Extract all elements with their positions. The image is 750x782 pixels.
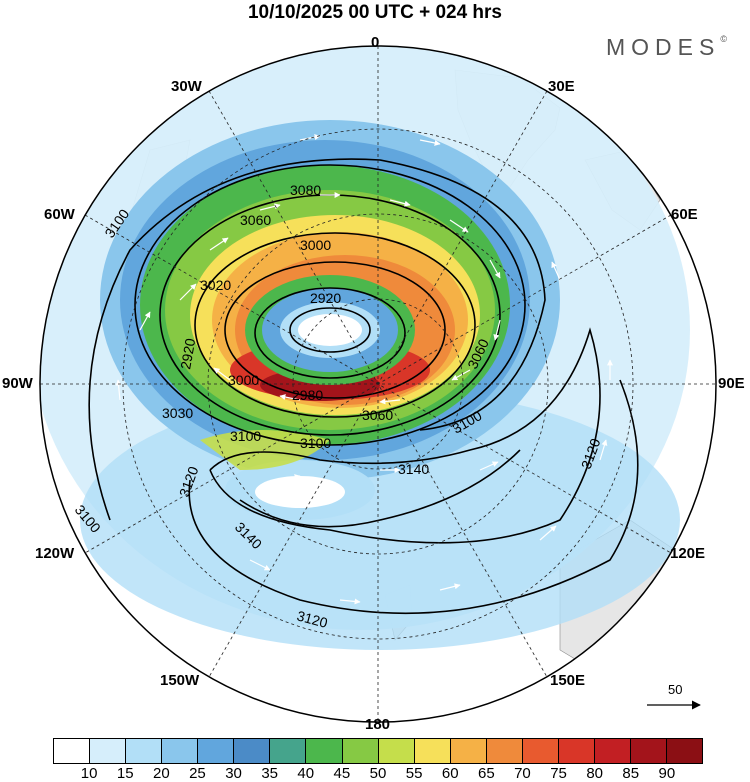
colorbar-tick-label: 80 bbox=[586, 765, 603, 782]
colorbar-swatch bbox=[594, 739, 631, 763]
modes-logo: MODES© bbox=[606, 34, 727, 61]
colorbar-swatch bbox=[270, 739, 307, 763]
colorbar-tick-label: 15 bbox=[116, 765, 134, 782]
contour-label: 2920 bbox=[310, 290, 341, 306]
contour-label: 3000 bbox=[300, 237, 331, 253]
colorbar-swatch bbox=[90, 739, 127, 763]
lon-label-150e: 150E bbox=[550, 672, 586, 689]
brand-mark: © bbox=[720, 34, 727, 44]
colorbar-swatch bbox=[162, 739, 199, 763]
field-layer bbox=[40, 46, 716, 722]
colorbar-tick-label: 85 bbox=[622, 765, 640, 782]
contour-label: 3000 bbox=[228, 372, 259, 388]
colorbar-swatch bbox=[198, 739, 235, 763]
colorbar-swatch bbox=[631, 739, 668, 763]
colorbar-tick-label: 20 bbox=[152, 765, 170, 782]
colorbar-swatch bbox=[522, 739, 559, 763]
colorbar-swatch bbox=[414, 739, 451, 763]
colorbar-tick-label: 40 bbox=[297, 765, 315, 782]
contour-label: 3100 bbox=[230, 428, 261, 444]
colorbar-swatch bbox=[306, 739, 343, 763]
lon-label-0: 0 bbox=[371, 34, 380, 51]
lon-label-150w: 150W bbox=[160, 672, 200, 689]
graticule bbox=[40, 46, 716, 722]
colorbar bbox=[53, 738, 703, 764]
brand-name: MODES bbox=[606, 34, 721, 60]
lon-label-30e: 30E bbox=[548, 78, 575, 95]
colorbar-tick-label: 25 bbox=[189, 765, 206, 782]
map-title: 10/10/2025 00 UTC + 024 hrs bbox=[247, 2, 503, 23]
wind-vectors bbox=[115, 134, 613, 681]
reference-vector-label: 50 bbox=[668, 682, 683, 697]
contour-label: 3020 bbox=[200, 277, 231, 293]
colorbar-swatch bbox=[667, 739, 703, 763]
colorbar-tick-label: 75 bbox=[550, 765, 567, 782]
colorbar-swatch bbox=[378, 739, 415, 763]
lon-label-120e: 120E bbox=[670, 545, 706, 562]
colorbar-tick-label: 60 bbox=[441, 765, 459, 782]
colorbar-swatch bbox=[558, 739, 595, 763]
colorbar-tick-label: 55 bbox=[405, 765, 423, 782]
colorbar-tick-label: 50 bbox=[369, 765, 387, 782]
colorbar-swatch bbox=[126, 739, 163, 763]
lon-label-30w: 30W bbox=[171, 78, 202, 95]
lon-label-90w: 90W bbox=[2, 375, 33, 392]
colorbar-tick-label: 35 bbox=[261, 765, 278, 782]
lon-label-60w: 60W bbox=[44, 206, 75, 223]
colorbar-swatch bbox=[342, 739, 379, 763]
contour-label: 3140 bbox=[398, 461, 429, 477]
colorbar-tick-label: 45 bbox=[333, 765, 351, 782]
colorbar-tick-label: 90 bbox=[658, 765, 676, 782]
map-border bbox=[39, 45, 717, 723]
contour-label: 3060 bbox=[240, 212, 271, 228]
colorbar-tick-label: 65 bbox=[477, 765, 495, 782]
lon-label-90e: 90E bbox=[718, 375, 745, 392]
colorbar-tick-label: 70 bbox=[514, 765, 531, 782]
colorbar-tick-label: 30 bbox=[225, 765, 242, 782]
contour-label: 2920 bbox=[177, 337, 198, 371]
contour-label: 3060 bbox=[362, 407, 393, 423]
contour-label: 3120 bbox=[295, 607, 329, 631]
colorbar-swatch bbox=[450, 739, 487, 763]
colorbar-swatch bbox=[486, 739, 523, 763]
colorbar-swatch bbox=[234, 739, 271, 763]
contour-label: 3100 bbox=[300, 435, 331, 451]
colorbar-swatch bbox=[54, 739, 91, 763]
contour-label: 2980 bbox=[292, 387, 323, 403]
lon-label-120w: 120W bbox=[35, 545, 75, 562]
lon-label-60e: 60E bbox=[671, 206, 698, 223]
contour-label: 3080 bbox=[290, 182, 321, 198]
colorbar-tick-label: 10 bbox=[80, 765, 98, 782]
lon-label-180: 180 bbox=[365, 716, 391, 733]
contour-label: 3030 bbox=[162, 405, 193, 421]
